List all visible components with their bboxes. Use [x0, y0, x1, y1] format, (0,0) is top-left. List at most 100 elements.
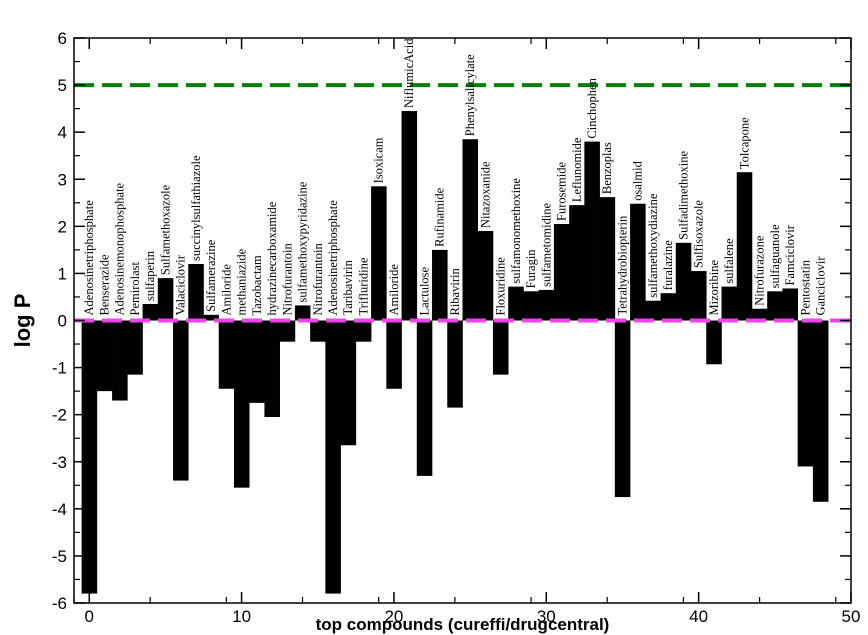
bar: [508, 286, 524, 321]
y-tick-label: -5: [52, 547, 67, 566]
bar: [249, 320, 265, 403]
bar-label: Tolcapone: [737, 117, 751, 169]
y-tick-label: 5: [58, 76, 67, 95]
bar: [157, 278, 174, 321]
bar-label: Nitrofurazone: [753, 235, 767, 306]
bar: [142, 304, 159, 321]
bar-label: Taribavirin: [341, 259, 355, 315]
bar-label: Adenosinetriphosphate: [326, 200, 340, 316]
bar: [721, 286, 738, 321]
bar-label: sulfamethoxydiazine: [646, 193, 660, 298]
bar-label: Ribavirin: [448, 268, 462, 316]
bar-label: Valaciclovir: [174, 254, 188, 315]
y-tick-label: 6: [58, 29, 67, 48]
bar: [432, 249, 448, 321]
bar-label: Famciclovir: [783, 224, 797, 285]
bar: [599, 197, 616, 321]
bars: [81, 110, 829, 594]
bar-label: Cinchophen: [585, 77, 599, 138]
bar-label: Floxuridine: [494, 257, 508, 316]
bar-label: sulfametomidine: [539, 202, 553, 286]
bar-label: hydrazinecarboxamide: [265, 201, 279, 315]
bar: [416, 320, 433, 476]
bar: [447, 320, 463, 408]
bar: [218, 320, 235, 389]
bar: [96, 320, 113, 392]
bar: [812, 320, 829, 502]
bar: [553, 223, 570, 321]
y-tick-label: 3: [58, 170, 67, 189]
bar-label: Sulfadimethoxine: [676, 150, 690, 239]
bar-label: Furosemide: [555, 162, 569, 221]
bar-label: Ganciclovir: [814, 256, 828, 316]
bar-label: sulfamonomethoxine: [509, 178, 523, 284]
bar-label: NiflumicAcid: [402, 38, 416, 108]
bar-label: Amiloride: [219, 264, 233, 316]
bar: [279, 320, 296, 342]
bar-label: sulfamethoxypyridazine: [296, 181, 310, 302]
bar: [569, 205, 585, 321]
bar-label: Tetrahydrobiopterin: [615, 215, 629, 316]
bar-label: Mizoribine: [707, 260, 721, 316]
reference-lines: [74, 83, 851, 323]
bar: [188, 264, 204, 321]
x-tick-label: 50: [842, 607, 861, 626]
x-axis-title: top compounds (cureffi/drugcentral): [316, 615, 610, 634]
x-tick-label: 20: [384, 607, 403, 626]
bar: [782, 288, 798, 321]
x-tick-label: 40: [689, 607, 708, 626]
bar: [371, 186, 387, 321]
bar-label: Furagin: [524, 249, 538, 289]
bar: [310, 320, 326, 342]
y-tick-label: 4: [58, 123, 67, 142]
bar: [660, 293, 677, 321]
x-tick-label: 10: [232, 607, 251, 626]
bar: [614, 320, 631, 498]
bar: [294, 305, 311, 321]
x-tick-label: 0: [85, 607, 94, 626]
bar-label: Leflunomide: [570, 137, 584, 202]
bar-label: osalmid: [631, 160, 645, 200]
y-axis-title: log P: [10, 294, 35, 348]
bar: [523, 291, 539, 321]
bar-labels: Adenosinetriphosphate Benserazide Adenosin…: [82, 38, 827, 316]
bar: [584, 141, 600, 321]
y-tick-label: -3: [52, 453, 67, 472]
bar: [127, 320, 143, 375]
bar-label: sulfalene: [722, 238, 736, 284]
bar-label: Adenosinetriphosphate: [82, 200, 96, 316]
bar: [477, 231, 494, 321]
bar: [325, 320, 341, 594]
bar-label: Trifluridine: [356, 257, 370, 315]
bar-label: sulfaperin: [143, 250, 157, 301]
bar-label: Sulfisoxazole: [692, 200, 706, 268]
bar-label: Benzoplas: [600, 142, 614, 194]
bar: [630, 203, 646, 321]
y-tick-label: -6: [52, 594, 67, 613]
y-tick-label: 1: [58, 264, 67, 283]
bar-label: Pentostatin: [798, 259, 812, 315]
bar-label: succinylsulfathiazole: [189, 155, 203, 261]
y-tick-label: -4: [52, 500, 67, 519]
bar: [203, 314, 220, 321]
bar: [736, 172, 753, 321]
bar-label: Sulfamethoxazole: [158, 184, 172, 275]
bar-label: furalazine: [661, 240, 675, 290]
axis-ticks: 0 10 20 30 40 50 -6 -5 -4 -3 -2 -1 0 1 2 3 4 5 6: [52, 29, 861, 626]
bar: [691, 271, 707, 321]
bar-label: sulfaguanole: [768, 224, 782, 288]
y-tick-label: -2: [52, 406, 67, 425]
bar: [401, 110, 418, 321]
bar: [767, 291, 783, 321]
bar-label: Adenosinemonophosphate: [113, 182, 127, 315]
bar-label: Tazobactam: [250, 255, 264, 315]
x-tick-label: 30: [537, 607, 556, 626]
bar: [645, 300, 661, 321]
bar: [462, 139, 479, 321]
bar-label: Pemirolast: [128, 262, 142, 316]
bar: [706, 320, 722, 365]
bar: [340, 320, 357, 446]
bar: [233, 320, 250, 488]
y-tick-label: -1: [52, 359, 67, 378]
